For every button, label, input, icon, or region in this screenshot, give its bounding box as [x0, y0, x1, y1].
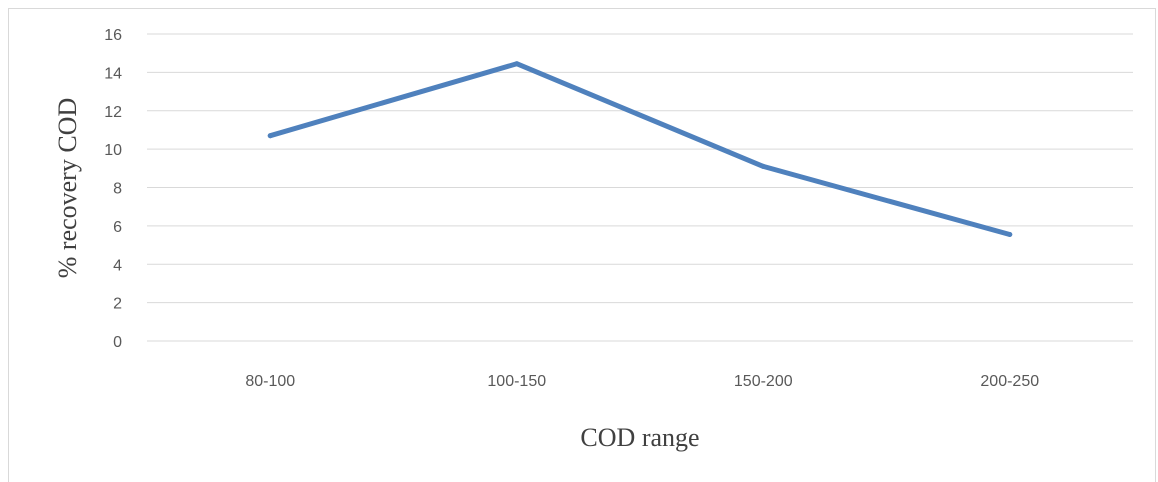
chart-frame	[8, 8, 1156, 482]
y-tick-labels: 0 2 4 6 8 10 12 14 16	[104, 27, 122, 351]
series-group	[267, 61, 1013, 238]
y-tick-label: 12	[104, 104, 122, 121]
y-tick-label: 10	[104, 142, 122, 159]
y-tick-label: 0	[113, 334, 122, 351]
data-point	[760, 163, 766, 169]
x-tick-label: 80-100	[245, 373, 295, 390]
data-point	[267, 133, 273, 139]
y-tick-label: 8	[113, 181, 122, 198]
y-tick-label: 4	[113, 257, 122, 274]
series-line	[267, 61, 1013, 238]
y-tick-label: 16	[104, 27, 122, 44]
x-tick-label: 150-200	[734, 373, 793, 390]
x-tick-label: 200-250	[980, 373, 1039, 390]
y-axis-title: % recovery COD	[53, 98, 82, 279]
data-point	[514, 61, 520, 67]
x-axis-title: COD range	[580, 423, 699, 452]
x-tick-labels: 80-100 100-150 150-200 200-250	[245, 373, 1039, 390]
y-tick-label: 2	[113, 296, 122, 313]
y-tick-label: 6	[113, 219, 122, 236]
data-point	[1007, 232, 1013, 238]
y-tick-label: 14	[104, 65, 122, 82]
x-tick-label: 100-150	[487, 373, 546, 390]
gridlines	[147, 33, 1133, 342]
